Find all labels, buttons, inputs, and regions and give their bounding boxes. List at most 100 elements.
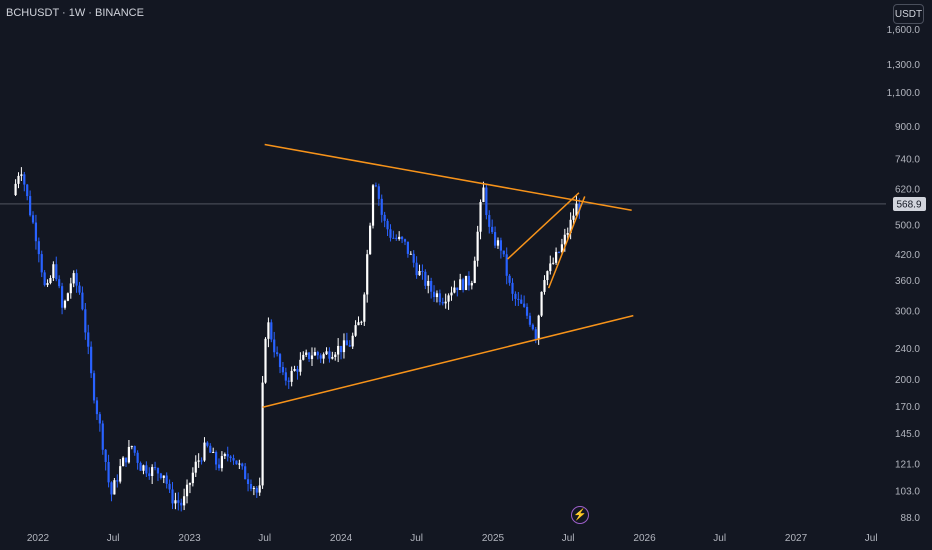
candle-body xyxy=(212,451,215,453)
candle-body xyxy=(287,380,290,382)
candle-body xyxy=(217,464,221,469)
candle-body xyxy=(307,352,311,359)
candle-body xyxy=(505,254,508,276)
candle-body xyxy=(156,468,160,474)
candle-body xyxy=(165,475,168,484)
trendline-rising-wedge-upper[interactable] xyxy=(507,192,580,260)
candle-body xyxy=(191,472,194,484)
candle-body xyxy=(456,287,459,291)
candle-body xyxy=(183,496,186,506)
candle-body xyxy=(377,186,380,199)
candle-body xyxy=(491,226,494,233)
candle-body xyxy=(200,460,203,462)
flash-icon[interactable]: ⚡ xyxy=(571,506,589,524)
candle-body xyxy=(209,445,212,453)
candle-body xyxy=(563,234,566,245)
candle-body xyxy=(69,283,72,294)
candle-body xyxy=(162,475,165,478)
candle-body xyxy=(412,253,415,263)
time-tick-label: 2027 xyxy=(785,533,808,544)
candle-body xyxy=(159,473,162,478)
candle-body xyxy=(52,264,55,279)
trendline-lower-support[interactable] xyxy=(262,314,634,408)
trendlines-group xyxy=(262,143,634,408)
time-tick-label: 2023 xyxy=(178,533,201,544)
candle-body xyxy=(95,400,99,415)
candle-body xyxy=(145,465,148,474)
price-tick-label: 900.0 xyxy=(895,122,920,133)
candle-body xyxy=(98,414,101,424)
candle-body xyxy=(557,251,561,253)
time-tick-label: Jul xyxy=(562,533,575,544)
candle-body xyxy=(421,271,424,273)
candle-body xyxy=(185,484,189,497)
time-tick-label: 2022 xyxy=(27,533,50,544)
candle-body xyxy=(392,237,395,239)
candle-body xyxy=(168,483,171,490)
candle-body xyxy=(348,345,351,347)
candle-body xyxy=(252,487,255,489)
candle-body xyxy=(136,452,139,463)
price-tick-label: 740.0 xyxy=(895,155,920,166)
candle-body xyxy=(546,271,549,281)
candle-body xyxy=(520,299,523,304)
candle-body xyxy=(575,203,578,216)
candle-body xyxy=(485,187,488,216)
candle-body xyxy=(226,454,229,457)
candle-body xyxy=(444,301,447,304)
candle-body xyxy=(325,351,328,355)
currency-button[interactable]: USDT xyxy=(893,4,924,24)
candle-body xyxy=(255,487,258,493)
candle-body xyxy=(543,280,546,292)
trendline-upper-resistance[interactable] xyxy=(264,143,632,212)
price-tick-label: 145.0 xyxy=(895,429,920,440)
time-axis[interactable]: 2022 Jul 2023 Jul 2024 Jul 2025 Jul 2026 Jul 2027 J… xyxy=(27,533,878,544)
candle-body xyxy=(180,502,183,506)
candle-body xyxy=(447,295,450,302)
candle-body xyxy=(43,272,46,286)
candle-body xyxy=(270,322,273,340)
current-price-badge-label: 568.9 xyxy=(896,199,921,210)
candle-body xyxy=(122,457,125,467)
candle-body xyxy=(313,352,317,356)
candle-body xyxy=(366,254,369,295)
candle-body xyxy=(153,467,157,469)
candle-body xyxy=(467,275,471,286)
candle-body xyxy=(90,346,93,374)
candle-body xyxy=(534,329,537,340)
trendline-rising-wedge-lower[interactable] xyxy=(547,196,586,289)
candle-body xyxy=(229,456,232,459)
candle-body xyxy=(276,352,279,355)
candle-body xyxy=(334,354,337,357)
candle-body xyxy=(273,339,276,353)
candle-body xyxy=(406,241,409,254)
candle-body xyxy=(514,293,517,299)
price-axis[interactable]: 1,600.0 1,300.0 1,100.0 900.0 740.0 620.0 500.… xyxy=(887,25,921,524)
candle-body xyxy=(395,237,398,239)
candle-body xyxy=(322,354,325,359)
candle-body xyxy=(357,322,360,326)
candle-body xyxy=(296,369,299,372)
candle-body xyxy=(139,462,142,471)
candle-body xyxy=(432,291,436,298)
price-tick-label: 103.0 xyxy=(895,487,920,498)
candle-body xyxy=(235,460,238,465)
candle-body xyxy=(258,485,261,493)
candle-body xyxy=(339,345,343,353)
candle-body xyxy=(566,233,569,235)
candle-body xyxy=(371,185,375,226)
candle-body xyxy=(249,483,253,489)
candle-body xyxy=(560,244,564,253)
time-tick-label: Jul xyxy=(713,533,726,544)
candle-body xyxy=(31,215,35,223)
candle-body xyxy=(430,280,433,292)
candle-body xyxy=(151,467,154,477)
candle-body xyxy=(508,275,511,283)
candle-body xyxy=(302,354,305,360)
candle-body xyxy=(499,240,502,251)
candle-body xyxy=(415,262,418,276)
candle-body xyxy=(435,293,439,298)
candle-body xyxy=(29,196,32,216)
price-tick-label: 620.0 xyxy=(895,185,920,196)
